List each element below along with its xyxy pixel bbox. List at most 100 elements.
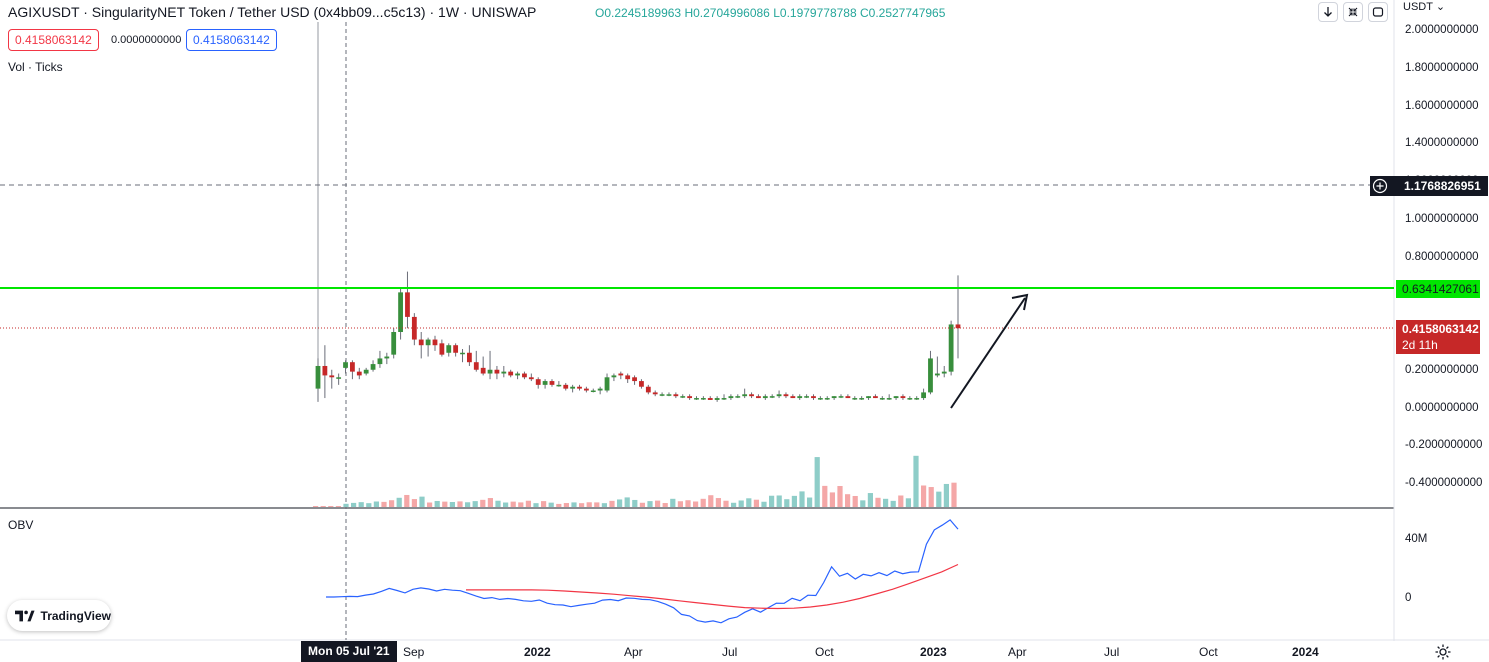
volume-bar xyxy=(525,500,531,507)
volume-bar xyxy=(617,499,623,507)
obv-indicator-label[interactable]: OBV xyxy=(8,518,34,532)
crosshair-date-label: Mon 05 Jul '21 xyxy=(301,641,397,662)
candle xyxy=(756,394,761,399)
candle-body xyxy=(418,339,424,346)
volume-bar xyxy=(328,506,334,507)
candle xyxy=(879,396,885,400)
candle-body xyxy=(831,396,837,399)
candle xyxy=(707,396,713,400)
candle-body xyxy=(921,392,926,399)
candle xyxy=(439,339,445,357)
candle-body xyxy=(597,388,603,391)
candle-body xyxy=(398,292,403,332)
volume-bar xyxy=(548,502,554,507)
candle-body xyxy=(879,398,885,400)
candle-body xyxy=(343,362,348,368)
candle-body xyxy=(535,379,541,385)
candle xyxy=(645,384,651,395)
candle xyxy=(673,392,679,399)
volume-bar xyxy=(457,501,463,507)
volume-bar xyxy=(601,503,607,507)
volume-bar xyxy=(753,499,759,507)
candle xyxy=(453,343,459,357)
add-alert-icon[interactable] xyxy=(1370,176,1390,196)
candle-body xyxy=(363,369,369,374)
volume-bar xyxy=(465,502,471,507)
candle xyxy=(487,350,493,380)
tradingview-logo-icon xyxy=(15,610,35,621)
volume-bar xyxy=(807,497,813,507)
currency-selector[interactable]: USDT ⌄ xyxy=(1403,1,1446,13)
candle xyxy=(804,394,810,399)
candle xyxy=(866,396,871,400)
candle xyxy=(914,396,920,400)
candle-body xyxy=(673,394,679,397)
candle xyxy=(632,375,637,385)
candle-body xyxy=(446,345,452,353)
candle-body xyxy=(528,377,534,380)
time-axis-label: 2022 xyxy=(524,645,551,659)
trend-arrow xyxy=(950,297,1026,409)
volume-bar xyxy=(822,485,828,507)
candle xyxy=(687,394,693,400)
tradingview-logo-text: TradingView xyxy=(40,608,111,623)
candle-body xyxy=(336,377,342,379)
candle-body xyxy=(694,398,699,400)
candle xyxy=(391,328,397,359)
arrow-down-icon[interactable] xyxy=(1318,2,1338,22)
gear-icon[interactable] xyxy=(1434,643,1452,661)
candle xyxy=(680,394,686,399)
collapse-icon[interactable] xyxy=(1343,2,1363,22)
candle xyxy=(742,388,748,399)
volume-indicator-label[interactable]: Vol · Ticks xyxy=(8,60,63,74)
candle-body xyxy=(377,358,383,365)
obv-line xyxy=(326,519,959,624)
volume-bar xyxy=(427,502,433,507)
price-axis-label: 0.8000000000 xyxy=(1405,250,1479,263)
volume-bar xyxy=(715,498,721,507)
candle-series xyxy=(315,271,961,402)
sell-price-box[interactable]: 0.4158063142 xyxy=(8,29,99,51)
candle xyxy=(721,394,727,400)
volume-bar xyxy=(776,495,782,507)
candle xyxy=(597,386,603,395)
candle-body xyxy=(563,384,569,389)
candle-body xyxy=(453,345,459,353)
volume-bar xyxy=(586,502,592,507)
volume-bar xyxy=(434,500,440,507)
candle-body xyxy=(907,398,913,400)
close-label: C xyxy=(859,6,869,20)
volume-bar xyxy=(791,495,797,507)
buy-price-box[interactable]: 0.4158063142 xyxy=(186,29,277,51)
volume-series xyxy=(313,455,957,507)
candle-body xyxy=(639,381,644,387)
volume-bar xyxy=(335,506,341,507)
volume-bar xyxy=(860,500,866,507)
volume-bar xyxy=(784,499,790,507)
volume-bar xyxy=(662,503,668,507)
candle xyxy=(776,390,782,399)
candle xyxy=(329,369,335,389)
candle-body xyxy=(845,396,851,399)
candle-body xyxy=(873,396,878,399)
restore-window-icon[interactable] xyxy=(1368,2,1388,22)
candle-body xyxy=(687,396,693,399)
time-axis-label: Jul xyxy=(1104,645,1120,659)
symbol-title[interactable]: AGIXUSDT · SingularityNET Token / Tether… xyxy=(8,4,537,20)
time-axis-label: Oct xyxy=(1199,645,1218,659)
volume-bar xyxy=(533,503,539,507)
candle xyxy=(797,394,803,400)
tradingview-logo[interactable]: TradingView xyxy=(7,600,111,631)
candle xyxy=(859,396,865,400)
volume-bar xyxy=(472,501,478,507)
candle xyxy=(659,392,665,397)
price-axis-label: -0.2000000000 xyxy=(1405,439,1483,452)
volume-bar xyxy=(442,501,448,507)
volume-bar xyxy=(351,502,357,507)
price-axis-label: 1.4000000000 xyxy=(1405,137,1479,150)
volume-bar xyxy=(510,501,516,507)
candle xyxy=(501,365,507,378)
candle xyxy=(735,394,741,399)
candle-body xyxy=(866,396,871,399)
